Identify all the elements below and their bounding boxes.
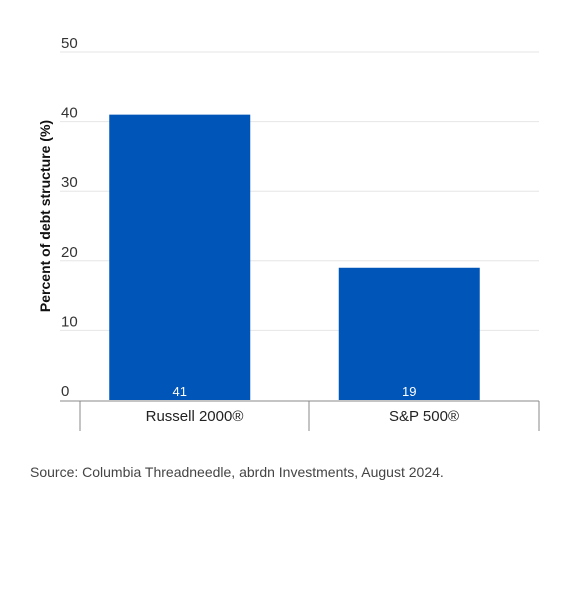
- bar: [338, 267, 480, 400]
- bar-data-label: 41: [173, 384, 187, 399]
- x-category-label: Russell 2000®: [146, 408, 244, 425]
- bar-chart: 0 10 20 30 40 50 41 19 Russell 2000® S&P 500® P…: [37, 35, 540, 431]
- y-tick-label: 50: [61, 35, 78, 52]
- y-axis-title: Percent of debt structure (%): [37, 120, 53, 312]
- x-axis: Russell 2000® S&P 500®: [60, 400, 540, 431]
- y-tick-label: 30: [61, 174, 78, 191]
- bar: [109, 114, 251, 400]
- bars: 41 19: [109, 114, 480, 400]
- y-tick-label: 10: [61, 313, 78, 330]
- y-tick-label: 0: [61, 383, 69, 400]
- x-category-label: S&P 500®: [389, 408, 459, 425]
- source-note: Source: Columbia Threadneedle, abrdn Inv…: [30, 464, 444, 480]
- y-axis-ticks: 0 10 20 30 40 50: [61, 35, 78, 400]
- bar-data-label: 19: [402, 384, 416, 399]
- y-tick-label: 20: [61, 244, 78, 261]
- y-tick-label: 40: [61, 105, 78, 122]
